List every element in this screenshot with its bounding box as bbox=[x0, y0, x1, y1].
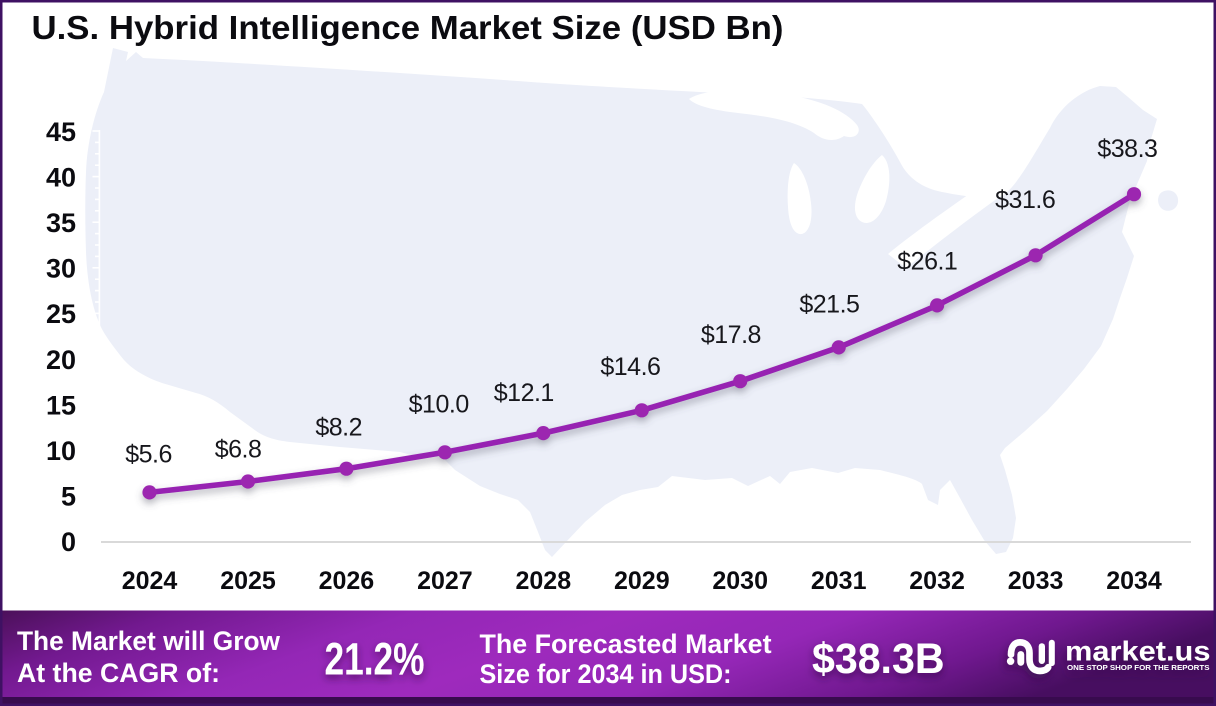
svg-text:$5.6: $5.6 bbox=[125, 440, 172, 468]
svg-text:20: 20 bbox=[46, 345, 76, 375]
svg-text:$31.6: $31.6 bbox=[995, 186, 1055, 214]
svg-text:2033: 2033 bbox=[1008, 567, 1064, 595]
svg-text:2029: 2029 bbox=[614, 567, 670, 595]
svg-text:40: 40 bbox=[46, 162, 76, 192]
svg-text:2034: 2034 bbox=[1106, 567, 1162, 595]
svg-text:$12.1: $12.1 bbox=[494, 379, 554, 407]
svg-text:15: 15 bbox=[46, 390, 76, 420]
svg-text:45: 45 bbox=[46, 117, 76, 147]
svg-text:U.S. Hybrid Intelligence Marke: U.S. Hybrid Intelligence Market Size (US… bbox=[32, 9, 784, 46]
svg-text:$14.6: $14.6 bbox=[600, 353, 660, 381]
svg-text:Size for 2034 in USD:: Size for 2034 in USD: bbox=[480, 659, 732, 689]
svg-text:$21.5: $21.5 bbox=[799, 290, 859, 318]
svg-text:$38.3: $38.3 bbox=[1097, 135, 1157, 163]
svg-text:5: 5 bbox=[61, 482, 76, 512]
svg-text:2028: 2028 bbox=[515, 567, 571, 595]
svg-text:30: 30 bbox=[46, 254, 76, 284]
svg-text:2032: 2032 bbox=[909, 567, 965, 595]
svg-text:The Market will Grow: The Market will Grow bbox=[17, 626, 281, 656]
svg-text:21.2%: 21.2% bbox=[325, 634, 425, 685]
svg-text:35: 35 bbox=[46, 208, 76, 238]
svg-text:$10.0: $10.0 bbox=[409, 390, 469, 418]
svg-text:At the CAGR of:: At the CAGR of: bbox=[17, 658, 220, 688]
svg-text:2031: 2031 bbox=[811, 567, 867, 595]
svg-text:2024: 2024 bbox=[122, 567, 178, 595]
svg-text:2030: 2030 bbox=[712, 567, 768, 595]
svg-text:0: 0 bbox=[61, 527, 76, 557]
svg-text:market.us: market.us bbox=[1065, 636, 1211, 667]
svg-text:25: 25 bbox=[46, 299, 76, 329]
svg-text:10: 10 bbox=[46, 436, 76, 466]
svg-text:2025: 2025 bbox=[220, 567, 276, 595]
svg-text:$26.1: $26.1 bbox=[897, 247, 957, 275]
svg-text:2027: 2027 bbox=[417, 567, 473, 595]
svg-text:$17.8: $17.8 bbox=[701, 321, 761, 349]
svg-text:ONE STOP SHOP FOR THE REPORTS: ONE STOP SHOP FOR THE REPORTS bbox=[1067, 663, 1210, 672]
svg-text:$8.2: $8.2 bbox=[315, 414, 362, 442]
svg-text:$38.3B: $38.3B bbox=[812, 635, 945, 683]
svg-text:The Forecasted Market: The Forecasted Market bbox=[480, 629, 772, 659]
svg-text:2026: 2026 bbox=[319, 567, 375, 595]
svg-text:$6.8: $6.8 bbox=[215, 435, 262, 463]
